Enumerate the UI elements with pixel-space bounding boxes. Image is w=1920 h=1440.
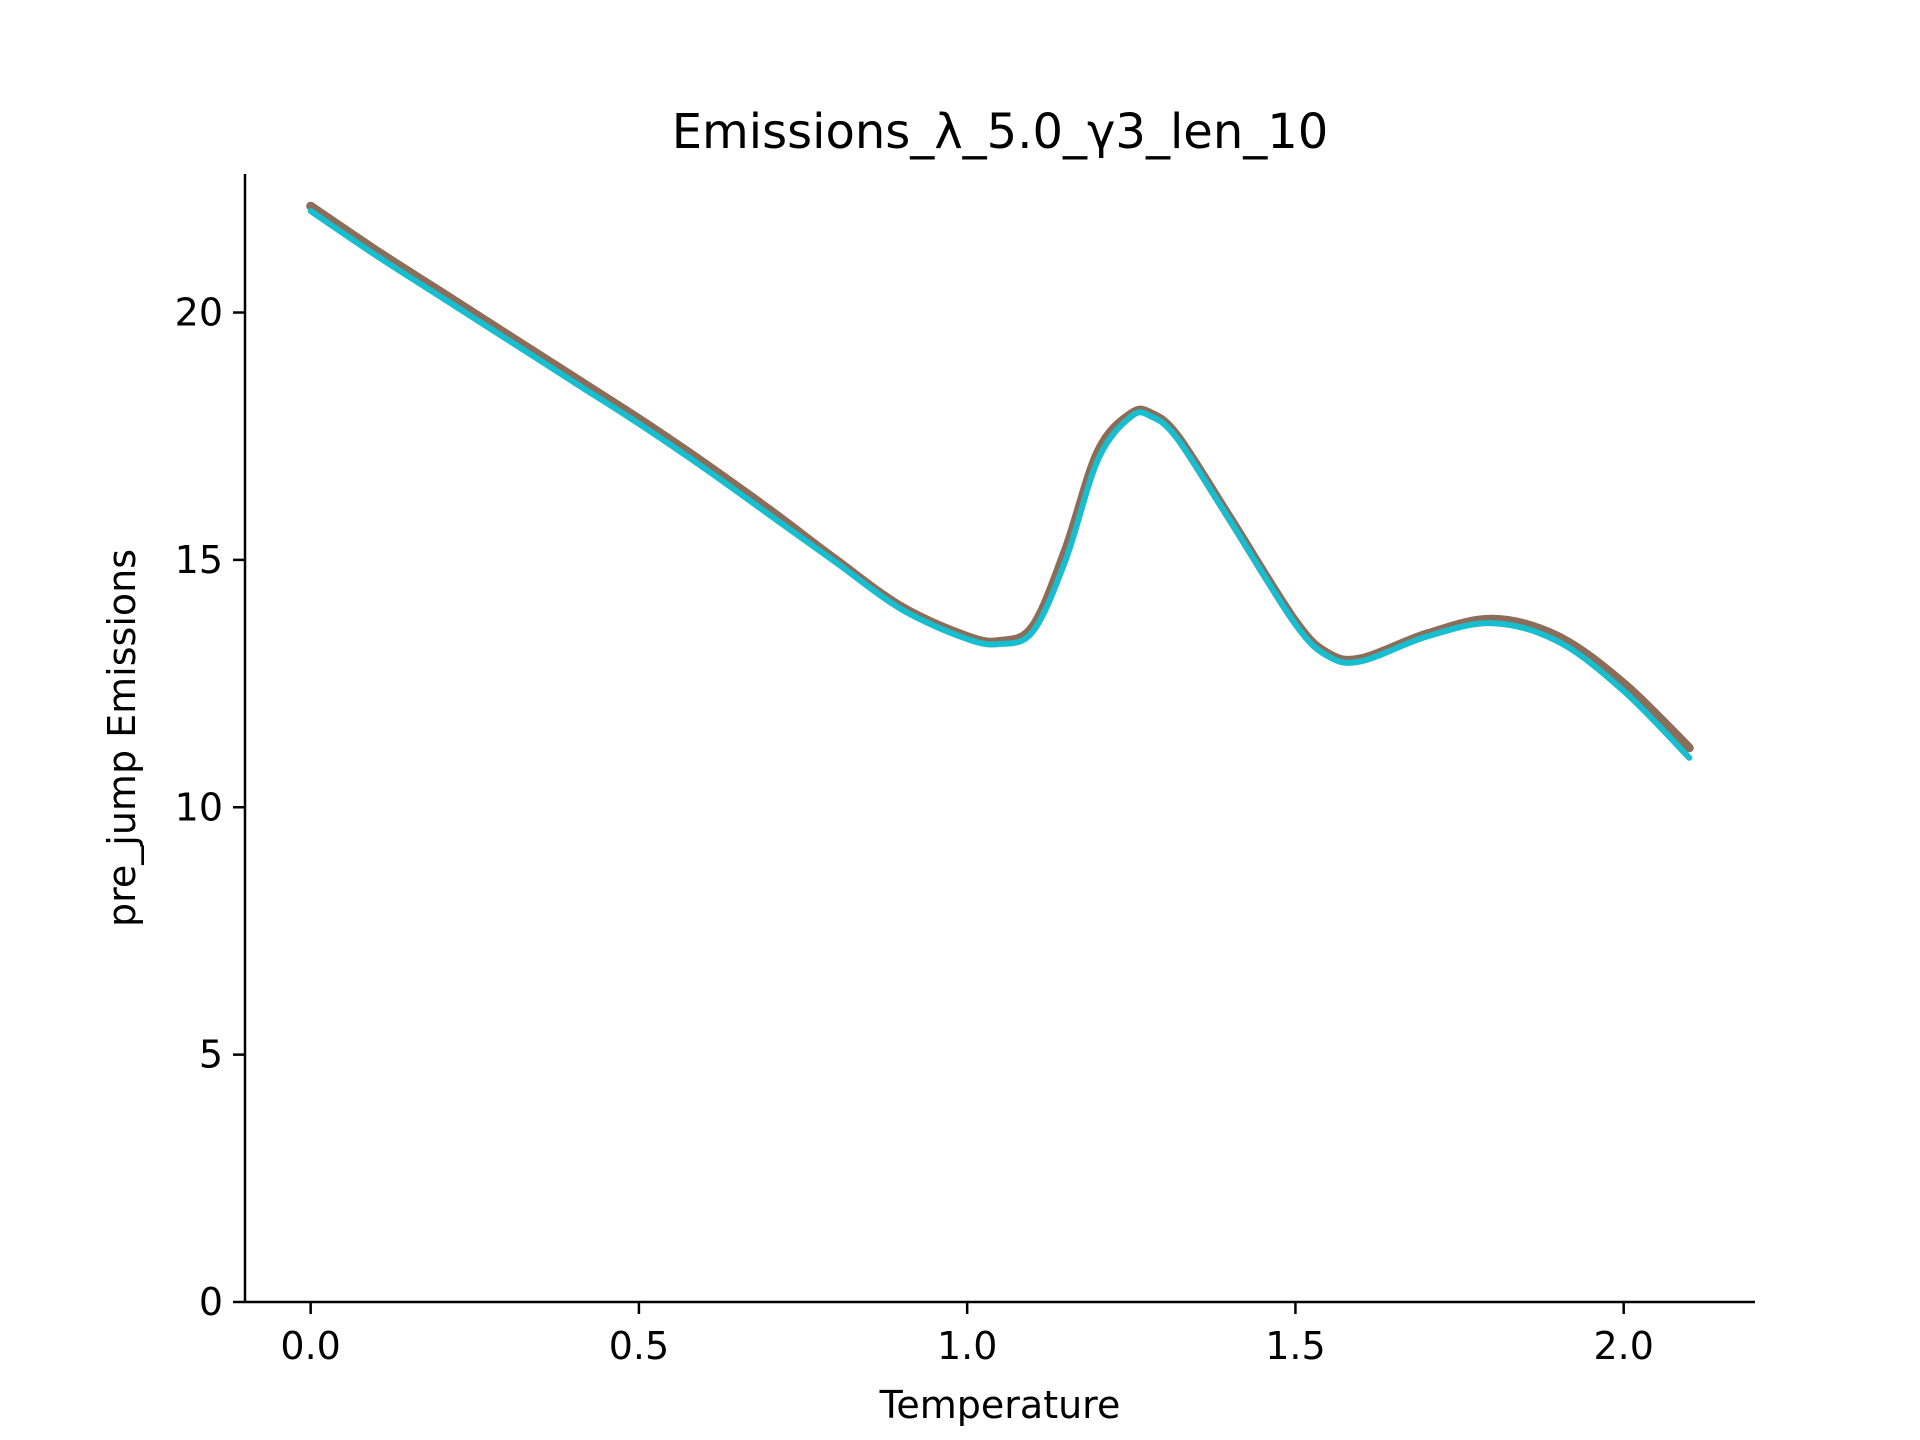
y-tick-label: 20 [175,291,223,335]
x-tick-label: 0.0 [280,1324,340,1368]
series-line-1 [306,201,1694,753]
y-tick-label: 0 [199,1280,223,1324]
y-axis-label: pre_jump Emissions [100,549,144,927]
chart-title: Emissions_λ_5.0_γ3_len_10 [672,104,1329,160]
x-axis-label: Temperature [879,1383,1121,1427]
x-axis-ticks: 0.0 0.5 1.0 1.5 2.0 [280,1302,1654,1368]
x-tick-label: 1.5 [1265,1324,1325,1368]
plot-area: 0.0 0.5 1.0 1.5 2.0 0 5 10 15 20 [175,174,1755,1368]
x-tick-label: 2.0 [1593,1324,1653,1368]
series-line-2 [307,208,1693,761]
series-layer [306,201,1694,761]
y-tick-label: 10 [175,785,223,829]
x-tick-label: 0.5 [609,1324,669,1368]
y-tick-label: 5 [199,1033,223,1077]
x-tick-label: 1.0 [937,1324,997,1368]
y-axis-ticks: 0 5 10 15 20 [175,291,245,1324]
y-tick-label: 15 [175,538,223,582]
